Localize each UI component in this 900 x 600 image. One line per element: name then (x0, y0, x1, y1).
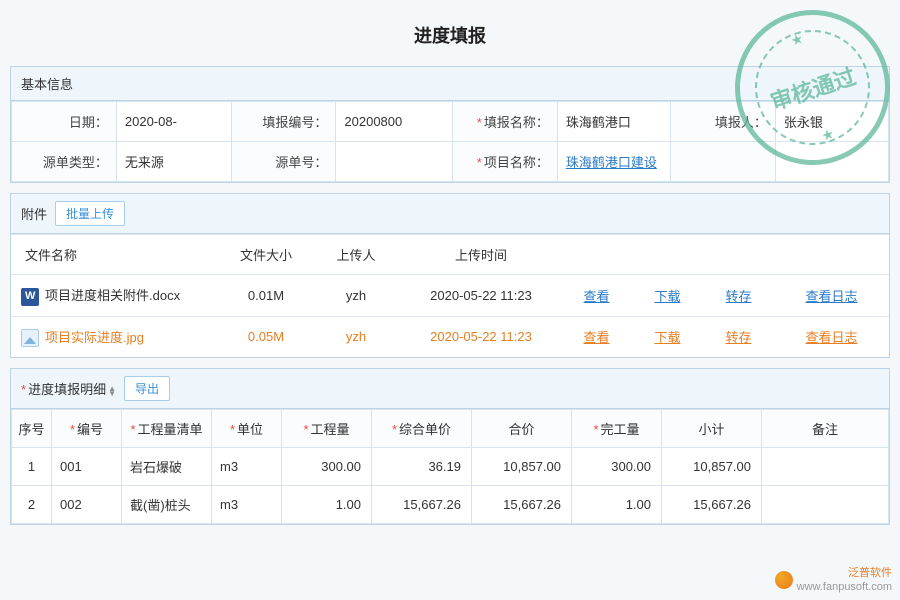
col-seq: 序号 (12, 410, 52, 448)
cell-qty: 1.00 (282, 486, 372, 524)
col-item: *工程量清单 (122, 410, 212, 448)
col-unit: *单位 (212, 410, 282, 448)
attachments-section: 附件 批量上传 文件名称 文件大小 上传人 上传时间 项目进度相关附件.docx… (10, 193, 890, 358)
basic-info-section: 基本信息 日期： 2020-08- 填报编号： 20200800 *填报名称： … (10, 66, 890, 183)
file-time: 2020-05-22 11:23 (401, 275, 561, 317)
export-button[interactable]: 导出 (124, 376, 170, 401)
src-type-label: 源单类型： (12, 142, 117, 182)
date-value: 2020-08- (116, 102, 231, 142)
date-label: 日期： (12, 102, 117, 142)
cell-sub: 10,857.00 (662, 448, 762, 486)
file-uploader: yzh (311, 316, 401, 357)
basic-info-header: 基本信息 (11, 67, 889, 101)
col-total: 合价 (472, 410, 572, 448)
download-link[interactable]: 下载 (654, 289, 680, 304)
col-uploadtime: 上传时间 (401, 235, 561, 275)
file-time: 2020-05-22 11:23 (401, 316, 561, 357)
report-no-value: 20200800 (336, 102, 453, 142)
report-name-label: *填报名称： (452, 102, 557, 142)
file-size: 0.05M (221, 316, 311, 357)
src-no-value (336, 142, 453, 182)
project-link[interactable]: 珠海鹤港口建设 (566, 155, 657, 170)
view-link[interactable]: 查看 (583, 330, 609, 345)
src-type-value: 无来源 (116, 142, 231, 182)
brand-logo-icon (775, 571, 793, 589)
watermark: 泛普软件www.fanpusoft.com (775, 566, 892, 594)
attachment-row: 项目实际进度.jpg 0.05Myzh2020-05-22 11:23 查看 下载 转存… (11, 316, 889, 357)
reporter-value: 张永银 (775, 102, 888, 142)
col-filesize: 文件大小 (221, 235, 311, 275)
sort-icon[interactable]: ▲▼ (108, 386, 116, 396)
cell-item: 岩石爆破 (122, 448, 212, 486)
detail-section: *进度填报明细▲▼ 导出 序号 *编号 *工程量清单 *单位 *工程量 *综合单… (10, 368, 890, 525)
cell-done: 1.00 (572, 486, 662, 524)
cell-total: 10,857.00 (472, 448, 572, 486)
attachment-row: 项目进度相关附件.docx 0.01Myzh2020-05-22 11:23 查看 下… (11, 275, 889, 317)
basic-info-table: 日期： 2020-08- 填报编号： 20200800 *填报名称： 珠海鹤港口… (11, 101, 889, 182)
cell-code: 002 (52, 486, 122, 524)
col-code: *编号 (52, 410, 122, 448)
file-size: 0.01M (221, 275, 311, 317)
cell-price: 15,667.26 (372, 486, 472, 524)
detail-header: *进度填报明细▲▼ (21, 379, 116, 398)
src-no-label: 源单号： (231, 142, 336, 182)
cell-unit: m3 (212, 486, 282, 524)
col-sub: 小计 (662, 410, 762, 448)
file-docx-icon (21, 288, 39, 306)
report-no-label: 填报编号： (231, 102, 336, 142)
cell-price: 36.19 (372, 448, 472, 486)
file-name: 项目实际进度.jpg (45, 330, 144, 345)
save-link[interactable]: 转存 (725, 330, 751, 345)
cell-seq: 2 (12, 486, 52, 524)
page-title: 进度填报 (10, 8, 890, 66)
detail-table: 序号 *编号 *工程量清单 *单位 *工程量 *综合单价 合价 *完工量 小计 … (11, 409, 889, 524)
cell-item: 截(凿)桩头 (122, 486, 212, 524)
cell-remark (762, 448, 889, 486)
cell-qty: 300.00 (282, 448, 372, 486)
col-qty: *工程量 (282, 410, 372, 448)
col-filename: 文件名称 (11, 235, 221, 275)
log-link[interactable]: 查看日志 (805, 289, 857, 304)
view-link[interactable]: 查看 (583, 289, 609, 304)
cell-done: 300.00 (572, 448, 662, 486)
cell-total: 15,667.26 (472, 486, 572, 524)
reporter-label: 填报人： (670, 102, 775, 142)
col-done: *完工量 (572, 410, 662, 448)
cell-unit: m3 (212, 448, 282, 486)
project-label: *项目名称： (452, 142, 557, 182)
save-link[interactable]: 转存 (725, 289, 751, 304)
cell-seq: 1 (12, 448, 52, 486)
file-name: 项目进度相关附件.docx (45, 288, 180, 303)
cell-remark (762, 486, 889, 524)
attachments-table: 文件名称 文件大小 上传人 上传时间 项目进度相关附件.docx 0.01Myzh… (11, 234, 889, 357)
col-uploader: 上传人 (311, 235, 401, 275)
cell-code: 001 (52, 448, 122, 486)
detail-row: 2002截(凿)桩头m31.0015,667.2615,667.261.0015… (12, 486, 889, 524)
col-remark: 备注 (762, 410, 889, 448)
file-uploader: yzh (311, 275, 401, 317)
cell-sub: 15,667.26 (662, 486, 762, 524)
download-link[interactable]: 下载 (654, 330, 680, 345)
col-price: *综合单价 (372, 410, 472, 448)
file-img-icon (21, 329, 39, 347)
attachments-header: 附件 (21, 204, 47, 223)
report-name-value: 珠海鹤港口 (557, 102, 670, 142)
detail-row: 1001岩石爆破m3300.0036.1910,857.00300.0010,8… (12, 448, 889, 486)
log-link[interactable]: 查看日志 (805, 330, 857, 345)
bulk-upload-button[interactable]: 批量上传 (55, 201, 125, 226)
